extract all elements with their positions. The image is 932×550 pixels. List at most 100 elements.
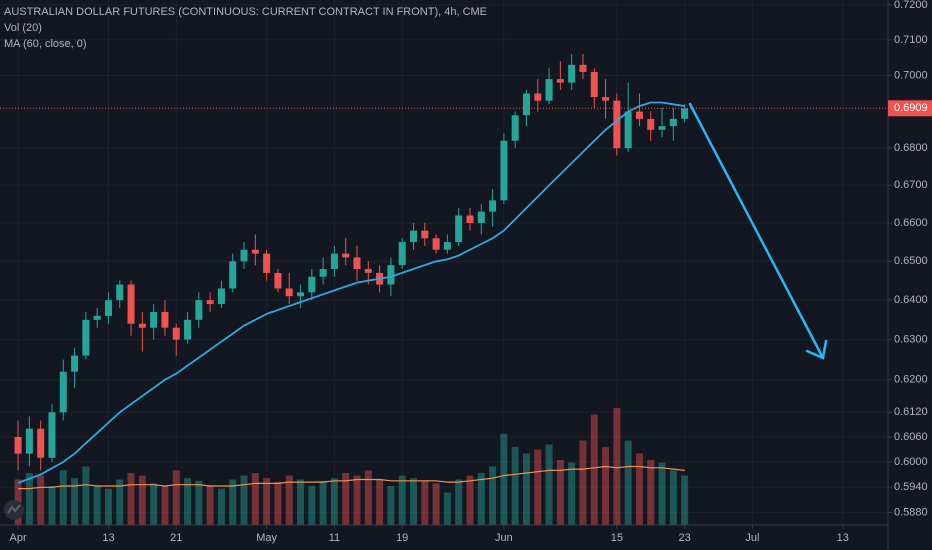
y-tick-label: 0.6600: [894, 217, 928, 229]
y-tick-label: 0.6400: [894, 294, 928, 306]
volume-bar: [669, 470, 677, 525]
y-tick-label: 0.5940: [894, 481, 928, 493]
candle-body: [624, 111, 632, 149]
tv-logo: [4, 500, 24, 520]
y-tick-label: 0.6300: [894, 334, 928, 346]
candle-body: [556, 79, 564, 83]
y-tick-label: 0.6200: [894, 374, 928, 386]
x-tick-label: 15: [611, 532, 623, 544]
volume-bar: [398, 475, 406, 525]
candle-body: [387, 265, 395, 285]
candle-body: [669, 118, 677, 127]
volume-bar: [138, 475, 146, 525]
volume-bar: [116, 479, 124, 525]
volume-bar: [511, 447, 519, 525]
drawn-arrow: [688, 102, 828, 360]
candle-body: [308, 276, 316, 293]
candle-body: [150, 311, 158, 328]
candle-body: [319, 269, 327, 277]
candle-body: [477, 211, 485, 224]
ma-line: [17, 101, 685, 484]
candle-body: [285, 288, 293, 297]
candle-body: [613, 100, 621, 149]
candle-body: [116, 284, 124, 301]
volume-bar: [432, 483, 440, 525]
candle-body: [658, 126, 666, 130]
candle-body: [138, 323, 146, 328]
volume-bar: [342, 473, 350, 525]
candle-body: [398, 242, 406, 266]
candle-body: [534, 93, 542, 101]
candle-body: [263, 253, 271, 273]
volume-bar: [568, 462, 576, 525]
x-tick-label: 13: [837, 532, 849, 544]
y-tick-label: 0.6120: [894, 406, 928, 418]
volume-bar: [161, 486, 169, 525]
volume-bar: [353, 475, 361, 525]
volume-bar: [127, 473, 135, 525]
candles: [14, 54, 689, 471]
volume-bar: [150, 483, 158, 525]
y-tick-label: 0.7100: [894, 34, 928, 46]
chart-title: AUSTRALIAN DOLLAR FUTURES (CONTINUOUS: C…: [4, 6, 487, 18]
ma-legend: MA (60, close, 0): [4, 38, 87, 50]
candle-body: [93, 315, 101, 320]
volume-bar: [477, 473, 485, 525]
candle-body: [500, 140, 508, 201]
volume-bar: [443, 492, 451, 525]
axes: 0.7200 0.7100 0.7000 0.6800 0.6700 0.6600 0.65…: [10, 0, 932, 544]
candle-body: [579, 64, 587, 72]
y-tick-label: 0.5880: [894, 507, 928, 519]
candle-body: [432, 238, 440, 250]
volume-bar: [319, 480, 327, 525]
candle-body: [104, 300, 112, 316]
x-tick-label: 19: [396, 532, 408, 544]
candle-body: [59, 371, 67, 413]
volume-bar: [172, 470, 180, 525]
volume-bar: [217, 488, 225, 525]
x-tick-label: 23: [679, 532, 691, 544]
volume-bar: [37, 475, 45, 525]
y-tick-label: 0.6500: [894, 255, 928, 267]
candle-body: [161, 311, 169, 328]
volume-bar: [534, 449, 542, 525]
volume-bar: [681, 475, 689, 525]
volume-bar: [297, 479, 305, 525]
volume-bar: [466, 475, 474, 525]
y-tick-label: 0.6800: [894, 142, 928, 154]
volume-bar: [500, 434, 508, 525]
candle-body: [206, 300, 214, 305]
candle-body: [217, 288, 225, 305]
volume-bar: [206, 486, 214, 525]
candle-body: [409, 230, 417, 243]
volume-bar: [602, 447, 610, 525]
candle-body: [522, 93, 530, 116]
x-tick-label: Apr: [10, 532, 27, 544]
volume-bar: [522, 453, 530, 525]
y-tick-label: 0.6060: [894, 431, 928, 443]
volume-bar: [48, 486, 56, 525]
volume-ma-line: [18, 465, 685, 490]
volume-bar: [229, 479, 237, 525]
x-tick-label: Jun: [495, 532, 513, 544]
y-tick-label: 0.7000: [894, 69, 928, 81]
x-tick-label: 13: [102, 532, 114, 544]
candle-body: [127, 284, 135, 324]
candle-body: [590, 71, 598, 98]
volume-bar: [545, 444, 553, 525]
candle-body: [443, 242, 451, 250]
volume-bar: [195, 480, 203, 525]
volume-bar: [455, 479, 463, 525]
volume-bar: [263, 478, 271, 525]
candle-body: [71, 355, 79, 372]
volume-bar: [409, 478, 417, 525]
candle-body: [489, 200, 497, 212]
volume-bar: [647, 460, 655, 525]
volume-bar: [71, 478, 79, 525]
candle-body: [14, 437, 22, 454]
volume-bar: [330, 478, 338, 525]
candle-body: [635, 111, 643, 119]
